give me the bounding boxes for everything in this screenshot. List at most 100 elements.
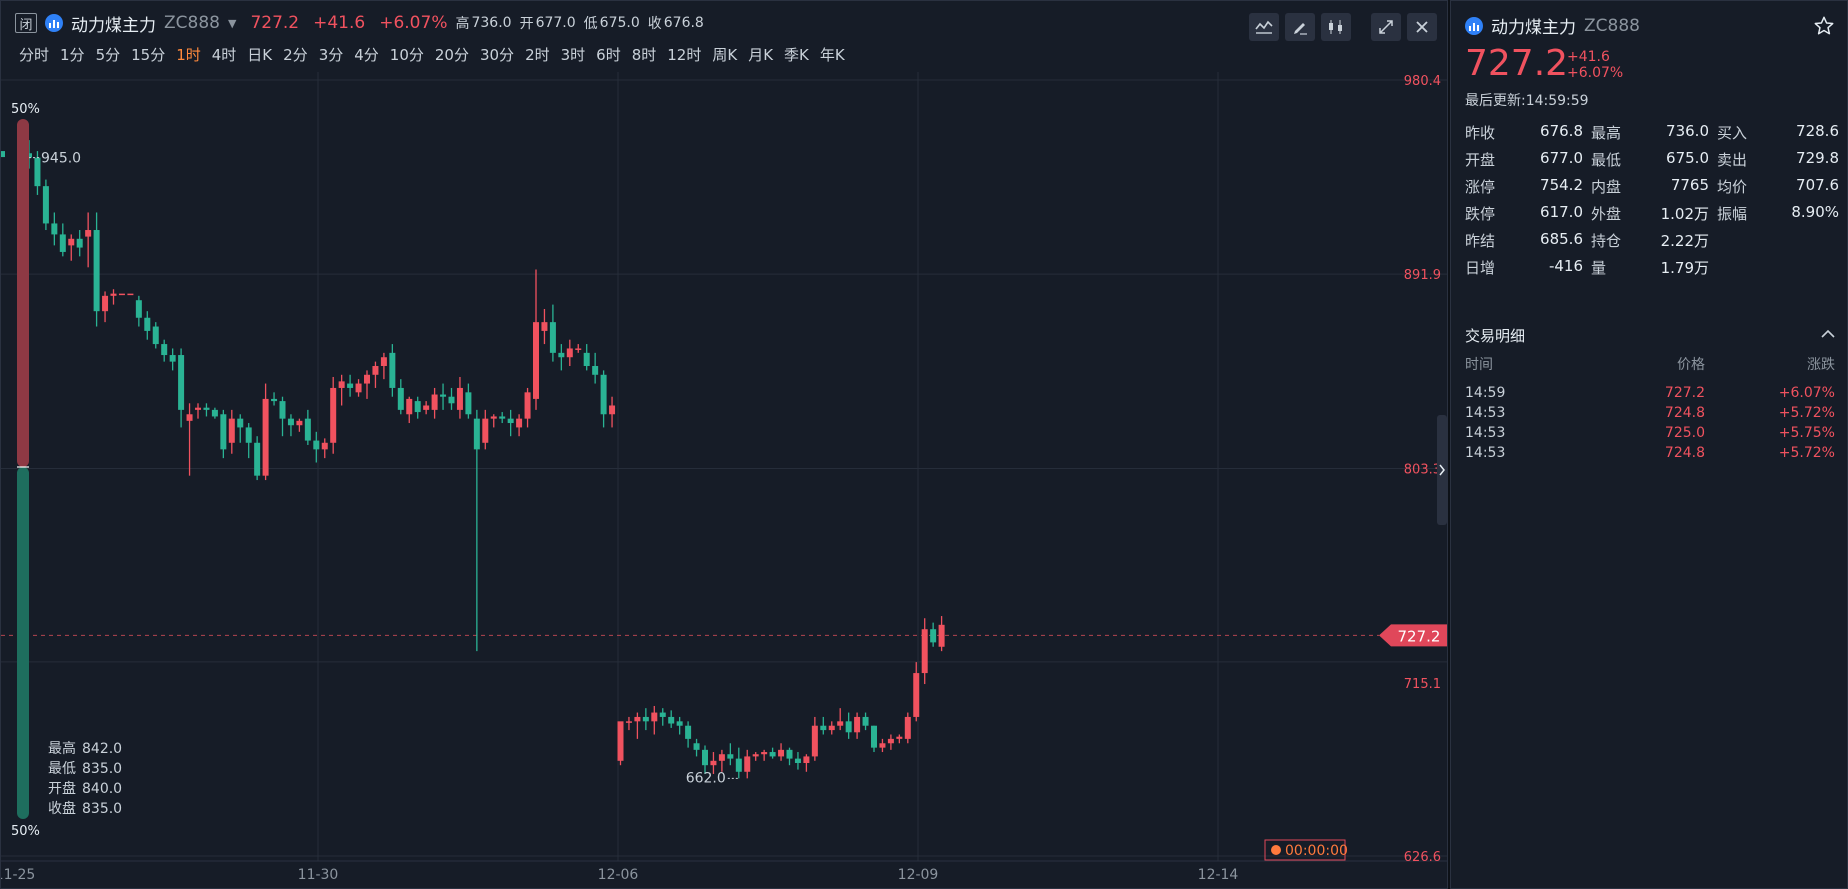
period-tab[interactable]: 1分 — [60, 46, 85, 64]
candle[interactable] — [296, 418, 303, 432]
period-tab[interactable]: 月K — [748, 46, 774, 64]
candle[interactable] — [414, 396, 421, 419]
candle[interactable] — [685, 721, 692, 748]
candle[interactable] — [431, 387, 438, 419]
instrument-name[interactable]: 动力煤主力 — [71, 15, 156, 36]
candle[interactable] — [228, 409, 235, 454]
candle[interactable] — [811, 716, 818, 761]
candle[interactable] — [423, 401, 430, 415]
candle[interactable] — [558, 344, 565, 371]
period-tab[interactable]: 12时 — [667, 46, 702, 64]
period-tab[interactable]: 10分 — [389, 46, 424, 64]
candle[interactable] — [879, 738, 886, 753]
candle[interactable] — [786, 747, 793, 766]
candle[interactable] — [59, 223, 66, 257]
period-tab[interactable]: 1时 — [176, 46, 201, 64]
candle[interactable] — [913, 662, 920, 722]
candle[interactable] — [220, 409, 227, 459]
period-tab[interactable]: 年K — [819, 46, 845, 64]
candle[interactable] — [887, 734, 894, 750]
candle[interactable] — [279, 396, 286, 437]
candle[interactable] — [245, 423, 252, 459]
candle[interactable] — [676, 716, 683, 735]
candle[interactable] — [304, 409, 311, 445]
candle[interactable] — [921, 618, 928, 685]
candle[interactable] — [617, 721, 624, 766]
candle[interactable] — [499, 412, 506, 424]
candle[interactable] — [152, 322, 159, 349]
candle[interactable] — [524, 387, 531, 428]
candle[interactable] — [693, 738, 700, 757]
candle[interactable] — [51, 212, 58, 246]
candle[interactable] — [744, 749, 751, 779]
candle[interactable] — [68, 234, 75, 261]
candle[interactable] — [473, 409, 480, 652]
candle[interactable] — [609, 396, 616, 428]
candle[interactable] — [76, 230, 83, 257]
candle[interactable] — [110, 289, 117, 305]
candle[interactable] — [600, 370, 607, 428]
candle-type-icon[interactable] — [1321, 13, 1351, 41]
candle[interactable] — [938, 616, 945, 652]
candlestick-chart[interactable]: 980.4 891.9 803.3 715.1 626.6 11-25 11-30 12-06… — [1, 1, 1449, 889]
candle[interactable] — [195, 403, 201, 419]
candle[interactable] — [389, 344, 396, 397]
candle[interactable] — [718, 749, 725, 772]
candle[interactable] — [541, 308, 548, 345]
period-tab[interactable]: 2分 — [283, 46, 308, 64]
candle[interactable] — [330, 376, 337, 454]
period-tab[interactable]: 2时 — [525, 46, 550, 64]
close-icon[interactable] — [1407, 13, 1437, 41]
candle[interactable] — [338, 374, 345, 406]
candle[interactable] — [845, 712, 852, 739]
scroll-handle[interactable] — [1437, 415, 1447, 525]
candle[interactable] — [566, 339, 573, 367]
period-tab[interactable]: 周K — [712, 46, 738, 64]
candle[interactable] — [85, 212, 92, 268]
candle[interactable] — [761, 749, 768, 761]
period-tab[interactable]: 5分 — [95, 46, 121, 64]
candle[interactable] — [364, 370, 370, 399]
period-tab[interactable]: 4分 — [354, 46, 379, 64]
candle[interactable] — [372, 361, 379, 388]
candle[interactable] — [820, 716, 827, 735]
candle[interactable] — [42, 179, 49, 231]
period-tab[interactable]: 日K — [247, 46, 273, 64]
candle[interactable] — [203, 403, 210, 417]
candle[interactable] — [211, 407, 218, 419]
candle[interactable] — [904, 712, 911, 744]
candle[interactable] — [651, 705, 658, 735]
candle[interactable] — [465, 383, 472, 419]
candle[interactable] — [161, 339, 168, 362]
candle[interactable] — [262, 383, 269, 481]
candle[interactable] — [186, 403, 193, 476]
candle[interactable] — [440, 383, 447, 410]
candle[interactable] — [507, 409, 514, 437]
candle[interactable] — [549, 304, 556, 362]
candle[interactable] — [178, 348, 185, 428]
period-tab[interactable]: 分时 — [19, 46, 50, 64]
candle[interactable] — [930, 622, 937, 647]
candle[interactable] — [625, 716, 632, 731]
period-tab[interactable]: 15分 — [131, 46, 166, 64]
candle[interactable] — [710, 752, 717, 774]
period-tab[interactable]: 3时 — [560, 46, 586, 64]
candle[interactable] — [490, 414, 497, 428]
period-tab[interactable]: 4时 — [211, 46, 237, 64]
candle[interactable] — [135, 295, 142, 327]
candle[interactable] — [118, 293, 125, 296]
chevron-right-icon[interactable] — [1439, 464, 1445, 476]
expand-icon[interactable] — [1371, 13, 1401, 41]
draw-pen-icon[interactable] — [1285, 13, 1315, 41]
candle[interactable] — [727, 743, 734, 766]
candle[interactable] — [575, 344, 582, 353]
candle[interactable] — [271, 392, 278, 406]
candle[interactable] — [169, 348, 176, 371]
indicator-icon[interactable] — [1249, 13, 1279, 41]
period-tab[interactable]: 季K — [784, 46, 809, 64]
candle[interactable] — [871, 725, 877, 753]
candle[interactable] — [380, 352, 387, 380]
candle[interactable] — [1, 151, 5, 158]
period-tab[interactable]: 6时 — [596, 46, 621, 64]
candle[interactable] — [702, 745, 708, 774]
